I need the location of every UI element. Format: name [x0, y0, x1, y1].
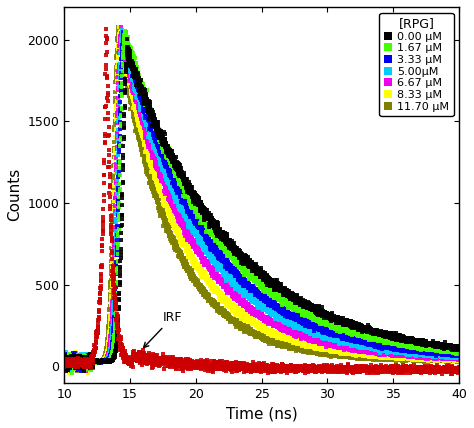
1.67 μM [213, 229, 219, 234]
1.67 μM [130, 58, 136, 63]
5.00μM [449, 354, 455, 359]
11.70 μM [116, 24, 121, 29]
6.67 μM [130, 84, 136, 89]
0.00 μM [230, 243, 236, 248]
1.67 μM [449, 348, 455, 353]
Line: 1.67 μM: 1.67 μM [63, 30, 461, 374]
1.67 μM [62, 358, 67, 363]
6.67 μM [230, 295, 236, 300]
11.70 μM [449, 358, 455, 363]
3.33 μM [123, 29, 128, 34]
11.70 μM [213, 301, 219, 306]
5.00μM [406, 350, 412, 355]
1.67 μM [406, 344, 412, 349]
6.67 μM [456, 356, 462, 361]
8.33 μM [66, 370, 72, 375]
0.00 μM [107, 359, 112, 364]
8.33 μM [107, 330, 112, 335]
11.70 μM [406, 358, 412, 363]
Line: 6.67 μM: 6.67 μM [63, 26, 461, 372]
6.67 μM [107, 342, 112, 347]
Legend: 0.00 μM, 1.67 μM, 3.33 μM, 5.00μM, 6.67 μM, 8.33 μM, 11.70 μM: 0.00 μM, 1.67 μM, 3.33 μM, 5.00μM, 6.67 … [379, 12, 454, 116]
0.00 μM [449, 344, 455, 349]
5.00μM [456, 354, 462, 359]
8.33 μM [230, 308, 236, 313]
3.33 μM [230, 267, 236, 272]
3.33 μM [456, 353, 462, 358]
0.00 μM [62, 365, 67, 370]
3.33 μM [62, 356, 67, 361]
Text: IRF: IRF [144, 311, 182, 348]
Line: 0.00 μM: 0.00 μM [63, 37, 461, 373]
Line: 5.00μM: 5.00μM [63, 29, 461, 373]
8.33 μM [449, 357, 455, 363]
5.00μM [107, 352, 112, 357]
5.00μM [68, 369, 74, 374]
1.67 μM [456, 349, 462, 354]
3.33 μM [449, 352, 455, 357]
1.67 μM [70, 370, 75, 375]
11.70 μM [62, 359, 67, 364]
Line: 3.33 μM: 3.33 μM [63, 30, 461, 373]
6.67 μM [406, 354, 412, 360]
8.33 μM [117, 25, 122, 30]
11.70 μM [230, 315, 236, 321]
6.67 μM [118, 25, 124, 30]
3.33 μM [107, 355, 112, 360]
1.67 μM [107, 359, 112, 364]
8.33 μM [406, 356, 412, 361]
0.00 μM [213, 227, 219, 232]
5.00μM [213, 257, 219, 262]
3.33 μM [130, 68, 136, 74]
Y-axis label: Counts: Counts [7, 168, 22, 221]
Line: 8.33 μM: 8.33 μM [63, 26, 461, 374]
8.33 μM [456, 357, 462, 362]
11.70 μM [66, 369, 72, 374]
5.00μM [62, 362, 67, 367]
11.70 μM [107, 306, 112, 312]
8.33 μM [130, 98, 136, 103]
1.67 μM [122, 29, 128, 34]
6.67 μM [213, 270, 219, 275]
5.00μM [230, 279, 236, 285]
X-axis label: Time (ns): Time (ns) [226, 406, 298, 421]
8.33 μM [213, 288, 219, 293]
5.00μM [130, 73, 136, 78]
6.67 μM [62, 354, 67, 360]
0.00 μM [406, 336, 412, 341]
1.67 μM [230, 258, 236, 263]
0.00 μM [124, 36, 130, 42]
3.33 μM [78, 369, 84, 374]
0.00 μM [130, 67, 136, 72]
6.67 μM [83, 368, 89, 373]
8.33 μM [62, 356, 67, 361]
11.70 μM [456, 358, 462, 363]
3.33 μM [406, 349, 412, 354]
5.00μM [119, 28, 125, 33]
Line: 11.70 μM: 11.70 μM [63, 25, 461, 373]
3.33 μM [213, 248, 219, 253]
0.00 μM [456, 346, 462, 351]
0.00 μM [82, 369, 87, 374]
6.67 μM [449, 355, 455, 360]
11.70 μM [130, 110, 136, 116]
